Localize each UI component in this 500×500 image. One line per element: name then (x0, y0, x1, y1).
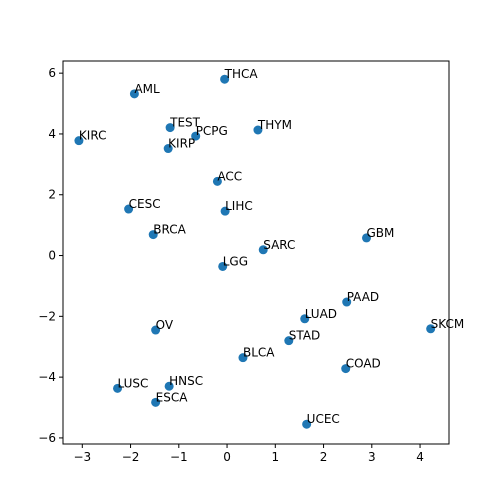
x-tick-label: 1 (271, 450, 279, 464)
point-luad (300, 314, 310, 324)
point-label-sarc: SARC (263, 238, 295, 252)
x-tick-label: −2 (122, 450, 140, 464)
point-label-kirp: KIRP (168, 137, 195, 151)
point-label-stad: STAD (289, 329, 320, 343)
point-paad (342, 297, 352, 307)
point-label-paad: PAAD (347, 290, 379, 304)
y-tick-label: −6 (38, 431, 56, 445)
point-label-gbm: GBM (366, 226, 394, 240)
point-test (165, 123, 175, 133)
point-label-cesc: CESC (129, 197, 161, 211)
point-coad (341, 364, 351, 374)
point-blca (238, 353, 248, 363)
axes-frame (62, 60, 450, 445)
data-points (74, 74, 436, 429)
point-acc (212, 176, 222, 186)
point-gbm (361, 233, 371, 243)
point-ucec (302, 419, 312, 429)
x-tick-label: 2 (320, 450, 328, 464)
x-tick-label: −3 (73, 450, 91, 464)
x-tick-label: −1 (170, 450, 188, 464)
point-lusc (113, 383, 123, 393)
point-label-lgg: LGG (223, 254, 248, 268)
point-label-thym: THYM (257, 118, 292, 132)
point-label-ucec: UCEC (307, 412, 340, 426)
point-label-thca: THCA (224, 67, 259, 81)
point-label-acc: ACC (217, 169, 242, 183)
point-label-coad: COAD (346, 357, 381, 371)
point-lgg (218, 261, 228, 271)
y-tick-label: −2 (38, 309, 56, 323)
point-kirc (74, 136, 84, 146)
point-skcm (426, 324, 436, 334)
y-tick-label: −4 (38, 370, 56, 384)
point-pcpg (191, 131, 201, 141)
point-label-hnsc: HNSC (169, 374, 203, 388)
point-label-luad: LUAD (305, 307, 337, 321)
point-label-test: TEST (169, 116, 201, 130)
point-kirp (163, 144, 173, 154)
point-ov (151, 325, 161, 335)
y-tick-label: 6 (48, 66, 56, 80)
y-tick-label: 4 (48, 127, 56, 141)
point-label-skcm: SKCM (431, 317, 465, 331)
point-brca (148, 230, 158, 240)
y-tick-label: 0 (48, 249, 56, 263)
x-tick-label: 0 (223, 450, 231, 464)
point-label-kirc: KIRC (79, 129, 107, 143)
x-tick-label: 4 (416, 450, 424, 464)
point-label-ov: OV (156, 318, 174, 332)
y-tick-label: 2 (48, 188, 56, 202)
point-hnsc (164, 381, 174, 391)
axis-ticks: −3 −2 −1 0 1 2 3 4 −6 −4 −2 0 2 4 6 (38, 66, 424, 464)
point-label-lihc: LIHC (225, 199, 253, 213)
point-stad (284, 336, 294, 346)
point-thym (253, 125, 263, 135)
point-esca (151, 397, 161, 407)
point-label-lusc: LUSC (118, 376, 149, 390)
x-tick-label: 3 (368, 450, 376, 464)
point-label-aml: AML (134, 82, 160, 96)
point-thca (220, 74, 230, 84)
point-label-blca: BLCA (243, 346, 275, 360)
point-label-brca: BRCA (153, 223, 186, 237)
point-aml (129, 89, 139, 99)
point-sarc (258, 245, 268, 255)
point-label-pcpg: PCPG (196, 124, 228, 138)
point-cesc (124, 204, 134, 214)
point-label-esca: ESCA (156, 390, 189, 404)
point-lihc (220, 206, 230, 216)
